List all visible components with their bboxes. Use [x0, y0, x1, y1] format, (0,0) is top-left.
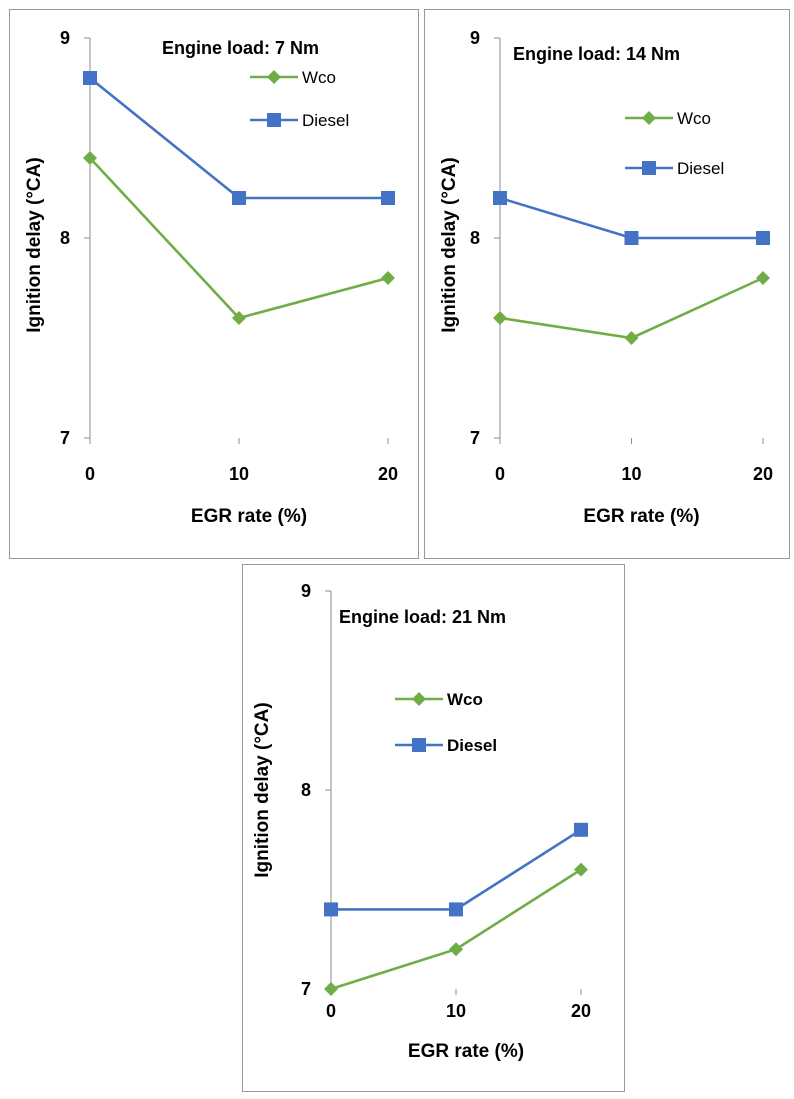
chart-14nm: 7 8 9 0 10 20 EGR rate (%) Ignition delay (°CA)…	[439, 28, 773, 527]
data-point-wco	[83, 151, 97, 165]
data-point-diesel	[83, 71, 97, 85]
data-point-wco	[493, 311, 507, 325]
x-tick-label: 0	[495, 464, 505, 484]
x-axis-label: EGR rate (%)	[408, 1041, 524, 1062]
data-point-diesel	[574, 822, 588, 837]
x-tick-label: 0	[326, 1001, 336, 1021]
data-point-wco	[756, 271, 770, 285]
legend-marker-wco	[412, 692, 426, 706]
x-axis-label: EGR rate (%)	[191, 506, 307, 527]
legend-label-diesel: Diesel	[677, 159, 724, 178]
legend-marker-wco	[642, 111, 656, 125]
y-axis-label: Ignition delay (°CA)	[24, 157, 45, 332]
y-tick-label: 9	[301, 581, 311, 601]
chart-title: Engine load: 14 Nm	[513, 44, 680, 64]
data-point-wco	[624, 331, 639, 345]
y-tick-label: 7	[470, 428, 480, 448]
chart-21nm: 7 8 9 0 10 20 EGR rate (%) Ignition delay (°CA)…	[252, 581, 591, 1062]
legend-marker-diesel	[412, 738, 426, 752]
data-point-wco	[232, 311, 246, 325]
data-point-wco	[574, 862, 588, 877]
series-line-diesel	[331, 828, 582, 911]
data-point-diesel	[324, 902, 338, 917]
legend-label-wco: Wco	[677, 109, 711, 128]
chart-panel-21nm: 7 8 9 0 10 20 EGR rate (%) Ignition delay (°CA)…	[242, 564, 625, 1092]
legend-label-wco: Wco	[447, 690, 483, 709]
y-tick-label: 8	[470, 228, 480, 248]
legend-marker-wco	[267, 70, 281, 84]
x-tick-label: 20	[378, 464, 398, 484]
x-tick-label: 20	[571, 1001, 591, 1021]
y-tick-label: 9	[470, 28, 480, 48]
data-point-diesel	[493, 191, 507, 205]
data-point-diesel	[449, 902, 463, 917]
x-tick-label: 10	[229, 464, 249, 484]
y-tick-label: 7	[301, 979, 311, 999]
chart-panel-7nm: 7 8 9 0 10 20 EGR rate (%) Ignition delay (°CA)…	[9, 9, 419, 559]
data-point-diesel	[232, 191, 246, 205]
y-tick-label: 7	[60, 428, 70, 448]
chart-panel-14nm: 7 8 9 0 10 20 EGR rate (%) Ignition delay (°CA)…	[424, 9, 790, 559]
x-axis-label: EGR rate (%)	[583, 506, 699, 527]
legend-label-wco: Wco	[302, 68, 336, 87]
legend-marker-diesel	[642, 161, 656, 175]
data-point-wco	[324, 982, 338, 996]
x-tick-label: 0	[85, 464, 95, 484]
x-tick-label: 20	[753, 464, 773, 484]
data-point-wco	[449, 942, 463, 957]
chart-title: Engine load: 7 Nm	[162, 38, 319, 58]
legend-label-diesel: Diesel	[447, 736, 497, 755]
y-tick-label: 9	[60, 28, 70, 48]
chart-7nm: 7 8 9 0 10 20 EGR rate (%) Ignition delay (°CA)…	[24, 28, 398, 527]
data-point-diesel	[381, 191, 395, 205]
data-point-wco	[381, 271, 395, 285]
series-line-wco	[499, 276, 764, 340]
series-line-wco	[89, 157, 389, 320]
series-line-diesel	[89, 76, 388, 200]
series-line-wco	[330, 868, 582, 991]
legend-label-diesel: Diesel	[302, 111, 349, 130]
data-point-diesel	[756, 231, 770, 245]
x-tick-label: 10	[446, 1001, 466, 1021]
y-tick-label: 8	[301, 780, 311, 800]
y-tick-label: 8	[60, 228, 70, 248]
y-axis-label: Ignition delay (°CA)	[439, 157, 460, 332]
chart-title: Engine load: 21 Nm	[339, 607, 506, 627]
y-axis-label: Ignition delay (°CA)	[252, 702, 273, 877]
x-tick-label: 10	[621, 464, 641, 484]
legend-marker-diesel	[267, 113, 281, 127]
data-point-diesel	[624, 231, 639, 245]
